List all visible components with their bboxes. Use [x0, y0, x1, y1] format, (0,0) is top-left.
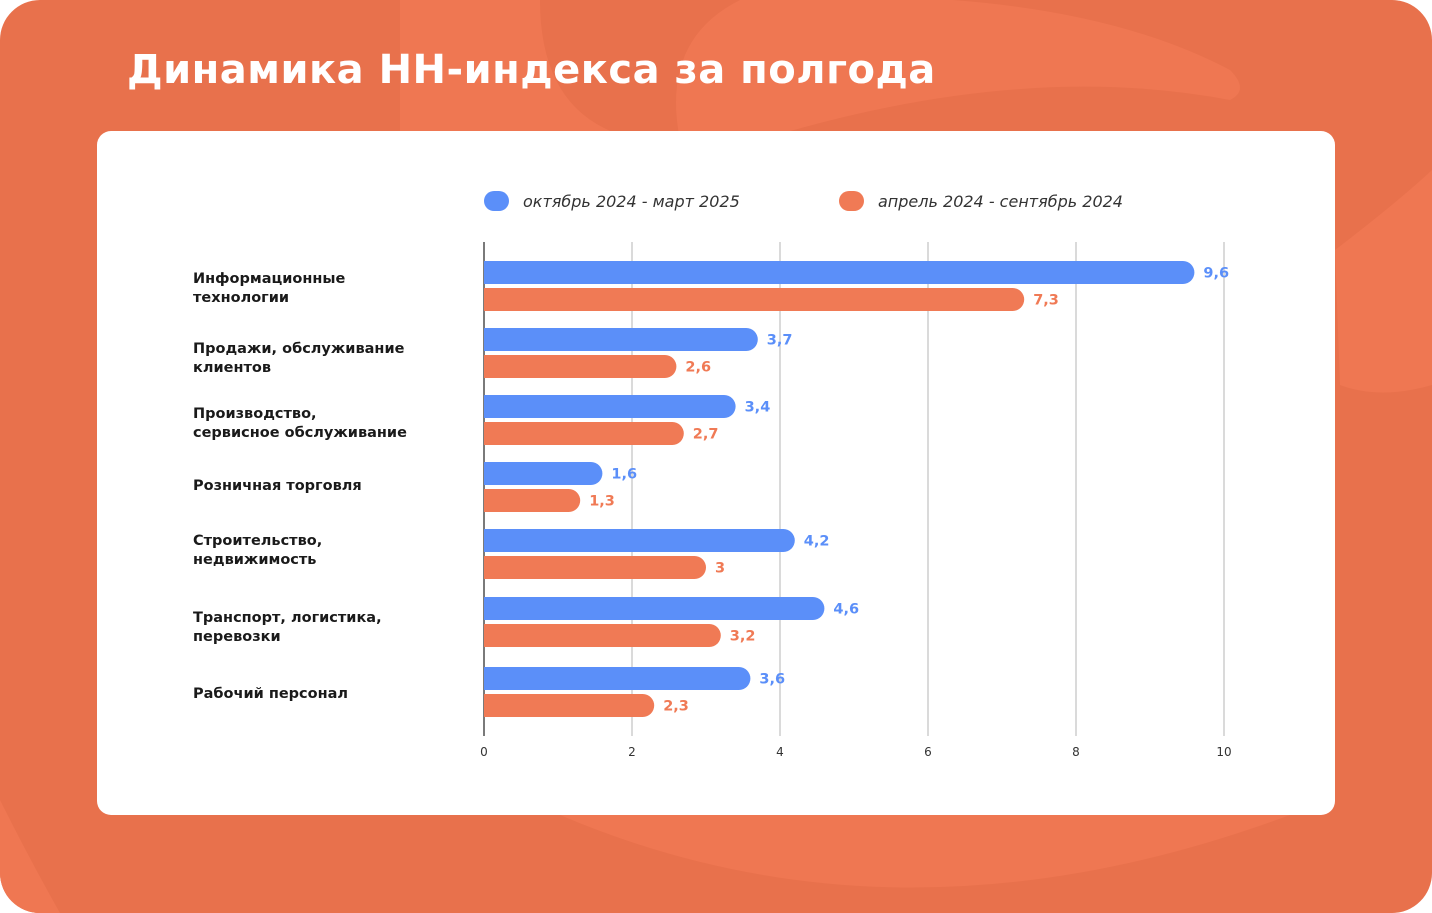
category-label-construction: Строительство, недвижимость: [193, 533, 323, 568]
bar: [484, 395, 736, 418]
x-tick-label: 4: [776, 745, 784, 759]
legend-label-current: октябрь 2024 - март 2025: [523, 191, 740, 211]
bar-value-label: 2,6: [685, 360, 711, 376]
category-label-transport: Транспорт, логистика, перевозки: [193, 610, 382, 645]
bar-value-label: 3,2: [730, 629, 756, 645]
bar: [484, 529, 795, 552]
x-tick-label: 6: [924, 745, 932, 759]
chart-card: октябрь 2024 - март 2025 апрель 2024 - с…: [97, 131, 1335, 815]
page-title: Динамика HH-индекса за полгода: [127, 47, 936, 93]
bar-value-label: 2,3: [663, 699, 689, 715]
bar: [484, 597, 825, 620]
bar-value-label: 1,3: [589, 494, 615, 510]
x-tick-label: 0: [480, 745, 488, 759]
x-tick-label: 8: [1072, 745, 1080, 759]
bar-value-label: 4,2: [804, 534, 830, 550]
x-tick-label: 2: [628, 745, 636, 759]
legend-item-current: октябрь 2024 - март 2025: [484, 187, 740, 215]
category-label-workers: Рабочий персонал: [193, 686, 349, 702]
bar-value-label: 3,6: [759, 672, 785, 688]
bar-chart-plot: 0 2 4 6 8 10 9,6 3,7 3,4 1,6 4,2 4,6 3,6 7,3 2,6 2,7 1,3…: [480, 242, 1232, 759]
legend-item-previous: апрель 2024 - сентябрь 2024: [839, 187, 1123, 215]
bar: [484, 261, 1195, 284]
category-label-it: Информационные технологии: [193, 271, 346, 306]
bar-value-label: 9,6: [1203, 266, 1229, 282]
bar: [484, 694, 655, 717]
bar-value-label: 2,7: [693, 427, 719, 443]
bar-value-label: 3: [715, 561, 725, 577]
category-label-retail: Розничная торговля: [193, 478, 362, 494]
bar: [484, 556, 706, 579]
legend-swatch-previous: [839, 191, 864, 211]
bar: [484, 355, 677, 378]
bar-value-label: 3,4: [745, 400, 771, 416]
bar-value-label: 4,6: [833, 602, 859, 618]
bar: [484, 328, 758, 351]
bar: [484, 462, 603, 485]
bar-value-label: 3,7: [767, 333, 793, 349]
category-label-sales: Продажи, обслуживание клиентов: [193, 341, 405, 376]
bar-value-label: 1,6: [611, 467, 637, 483]
legend-swatch-current: [484, 191, 509, 211]
x-tick-label: 10: [1216, 745, 1231, 759]
bar: [484, 288, 1025, 311]
bar: [484, 422, 684, 445]
category-label-production: Производство, сервисное обслуживание: [193, 406, 407, 441]
bar: [484, 489, 581, 512]
legend-label-previous: апрель 2024 - сентябрь 2024: [878, 191, 1123, 211]
bar: [484, 624, 721, 647]
bar: [484, 667, 751, 690]
bar-value-label: 7,3: [1033, 293, 1059, 309]
